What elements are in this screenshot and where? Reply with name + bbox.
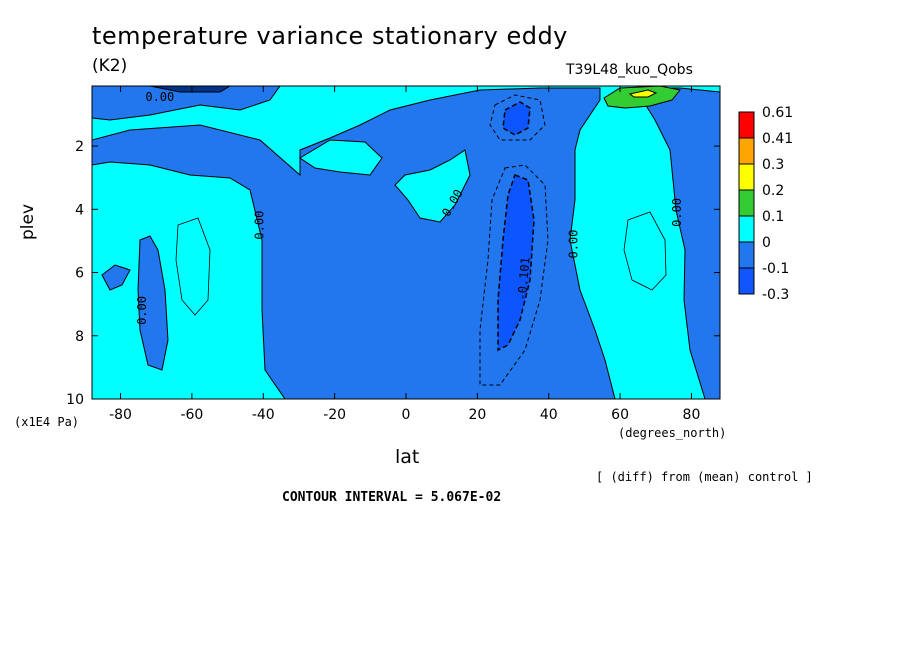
contour-label: 0.00 xyxy=(253,211,267,240)
x-tick-label: -80 xyxy=(109,407,132,423)
y-tick-label: 8 xyxy=(75,329,84,345)
contour-interval: CONTOUR INTERVAL = 5.067E-02 xyxy=(282,490,502,505)
chart-units: (K2) xyxy=(92,56,128,76)
cyan-patch-mid xyxy=(299,139,383,176)
colorbar: 0.61 0.41 0.3 0.2 0.1 0 -0.1 -0.3 xyxy=(738,105,793,303)
x-tick-label: 80 xyxy=(683,407,701,423)
strong-negative-upper xyxy=(502,101,531,136)
colorbar-swatch xyxy=(738,267,755,295)
contour-label-group: 0.00 xyxy=(135,296,149,325)
colorbar-label: 0 xyxy=(762,235,771,251)
y-tick-label: 10 xyxy=(66,392,84,408)
contour-label: -0.101 xyxy=(515,257,533,301)
colorbar-swatch xyxy=(738,137,755,165)
diff-note: [ (diff) from (mean) control ] xyxy=(596,470,813,484)
dashed-contour-outer xyxy=(479,164,549,386)
colorbar-label: -0.1 xyxy=(762,261,789,277)
chart-title: temperature variance stationary eddy xyxy=(92,22,568,50)
contour-label-group: -0.101 xyxy=(515,257,533,301)
y-tick-label: 2 xyxy=(75,139,84,155)
y-axis-ticks: 2 4 6 8 10 xyxy=(66,139,720,408)
x-tick-label: -40 xyxy=(252,407,275,423)
x-tick-label: 20 xyxy=(468,407,486,423)
colorbar-label: 0.41 xyxy=(762,131,793,147)
x-axis-ticks: -80 -60 -40 -20 0 20 40 60 80 xyxy=(109,86,700,423)
x-axis-unit: (degrees_north) xyxy=(618,426,727,440)
contour-label-group: 0.00 xyxy=(670,198,684,227)
colorbar-label: 0.61 xyxy=(762,105,793,121)
contour-label: 0.00 xyxy=(145,90,174,104)
colorbar-swatch xyxy=(738,189,755,217)
y-tick-label: 6 xyxy=(75,266,84,282)
colorbar-label: 0.2 xyxy=(762,183,784,199)
colorbar-swatch xyxy=(738,215,755,243)
colorbar-swatch xyxy=(738,111,755,139)
contour-labels: 0.000.000.000.000.000.00-0.101 xyxy=(135,90,684,325)
colorbar-swatch xyxy=(738,163,755,191)
contour-top-left-dark xyxy=(149,86,231,93)
x-tick-label: -20 xyxy=(323,407,346,423)
contour-label-group: 0.00 xyxy=(253,211,267,240)
negative-region-west xyxy=(137,235,169,371)
x-tick-label: -60 xyxy=(180,407,203,423)
y-tick-label: 4 xyxy=(75,202,84,218)
run-label: T39L48_kuo_Qobs xyxy=(566,62,693,78)
contour-label: 0.00 xyxy=(670,198,684,227)
x-tick-label: 0 xyxy=(402,407,411,423)
cyan-patch-center xyxy=(394,149,471,223)
negative-region-main xyxy=(92,87,616,399)
contour-label: 0.00 xyxy=(135,296,149,325)
contour-label-group: 0.00 xyxy=(567,230,581,259)
y-axis-unit: (x1E4 Pa) xyxy=(14,415,80,429)
colorbar-swatch xyxy=(738,241,755,269)
colorbar-label: 0.3 xyxy=(762,157,784,173)
x-tick-label: 40 xyxy=(540,407,558,423)
negative-region-far-west xyxy=(101,264,131,291)
negative-region-top-left xyxy=(92,86,281,121)
yellow-positive xyxy=(628,89,658,98)
x-axis-label: lat xyxy=(395,446,420,468)
thin-contour-west xyxy=(175,217,211,316)
negative-region-east xyxy=(634,87,720,399)
contour-label: 0.00 xyxy=(567,230,581,259)
colorbar-label: -0.3 xyxy=(762,287,789,303)
contour-label-group: 0.00 xyxy=(145,90,174,104)
x-tick-label: 60 xyxy=(611,407,629,423)
thin-contour-east xyxy=(623,211,667,291)
colorbar-label: 0.1 xyxy=(762,209,784,225)
strong-negative-core xyxy=(497,174,535,352)
